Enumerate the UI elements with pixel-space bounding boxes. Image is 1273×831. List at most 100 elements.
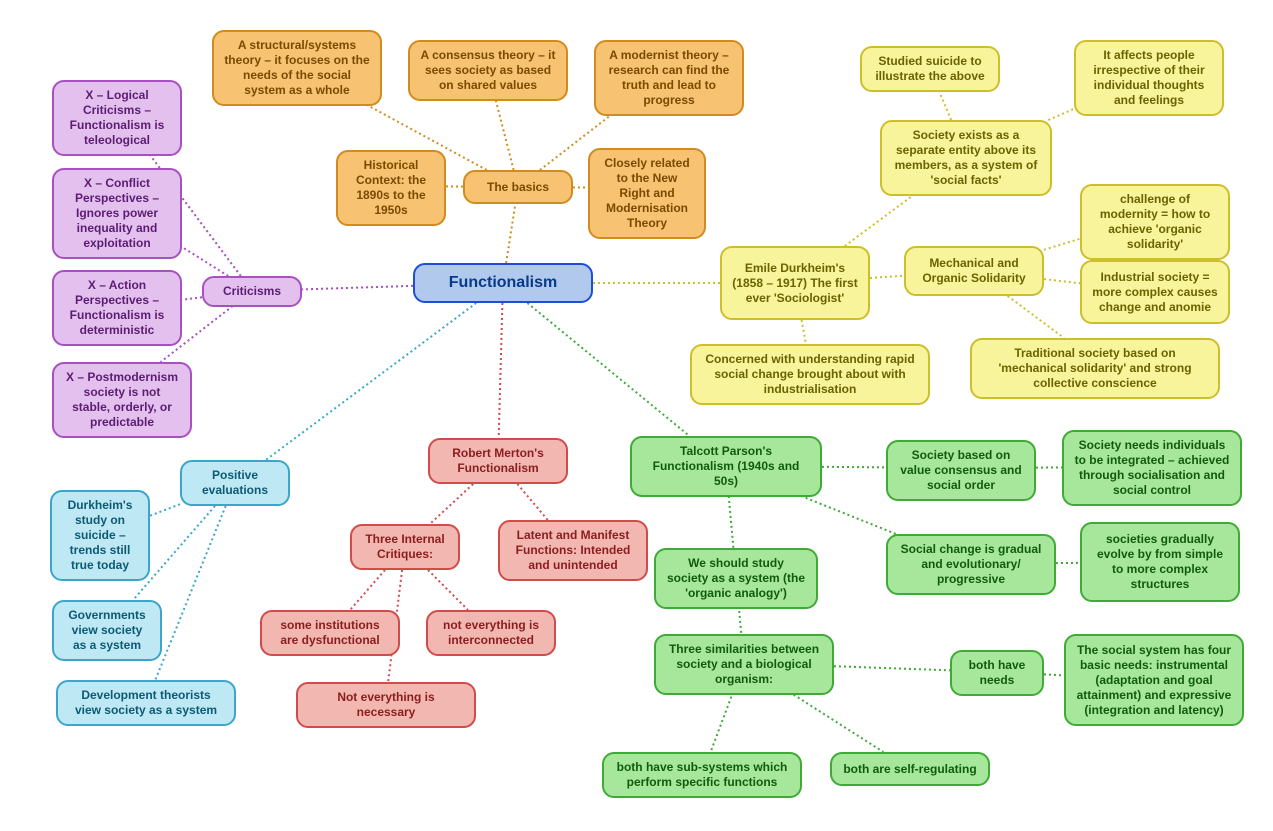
node-label: It affects people irrespective of their … [1086, 48, 1212, 108]
node-label: Criticisms [223, 284, 281, 299]
node-label: Talcott Parson's Functionalism (1940s an… [642, 444, 810, 489]
node-d_concern: Concerned with understanding rapid socia… [690, 344, 930, 405]
node-c_act: X – Action Perspectives – Functionalism … [52, 270, 182, 346]
node-label: X – Conflict Perspectives – Ignores powe… [64, 176, 170, 251]
node-label: Society needs individuals to be integrat… [1074, 438, 1230, 498]
edge-durkheim-d_mech [870, 276, 904, 278]
edge-p_needs-p_four [1044, 674, 1064, 675]
node-label: Three Internal Critiques: [362, 532, 448, 562]
edge-p_three-p_needs [834, 666, 950, 670]
edge-merton-m_latent [517, 484, 547, 520]
node-basics: The basics [463, 170, 573, 204]
node-label: Industrial society = more complex causes… [1092, 270, 1218, 315]
node-label: Emile Durkheim's (1858 – 1917) The first… [732, 261, 858, 306]
edge-crit-c_act [182, 297, 202, 300]
edge-root-basics [506, 204, 515, 263]
edge-d_mech-d_chal [1044, 239, 1080, 250]
node-p_integ: Society needs individuals to be integrat… [1062, 430, 1242, 506]
edge-parsons-p_value [822, 467, 886, 468]
node-durkheim: Emile Durkheim's (1858 – 1917) The first… [720, 246, 870, 320]
node-p_change: Social change is gradual and evolutionar… [886, 534, 1056, 595]
node-d_affects: It affects people irrespective of their … [1074, 40, 1224, 116]
edge-basics-b2 [496, 100, 514, 170]
node-d_trad: Traditional society based on 'mechanical… [970, 338, 1220, 399]
edge-crit-c_conf [177, 244, 228, 276]
node-parsons: Talcott Parson's Functionalism (1940s an… [630, 436, 822, 497]
edge-p_study-p_three [739, 606, 742, 634]
node-pos_suicide: Durkheim's study on suicide – trends sti… [50, 490, 150, 581]
node-label: not everything is interconnected [438, 618, 544, 648]
node-p_value: Society based on value consensus and soc… [886, 440, 1036, 501]
node-label: Governments view society as a system [64, 608, 150, 653]
node-label: We should study society as a system (the… [666, 556, 806, 601]
node-label: Society based on value consensus and soc… [898, 448, 1024, 493]
node-c_log: X – Logical Criticisms – Functionalism i… [52, 80, 182, 156]
edge-durkheim-d_concern [802, 320, 806, 344]
node-c_conf: X – Conflict Perspectives – Ignores powe… [52, 168, 182, 259]
edge-m_critiques-m_inter [428, 570, 468, 610]
edge-durkheim-d_facts [845, 192, 918, 246]
node-d_facts: Society exists as a separate entity abov… [880, 120, 1052, 196]
node-label: A consensus theory – it sees society as … [420, 48, 556, 93]
node-label: Latent and Manifest Functions: Intended … [510, 528, 636, 573]
edge-d_mech-d_ind [1044, 279, 1080, 283]
node-p_three: Three similarities between society and a… [654, 634, 834, 695]
edge-pos-pos_suicide [150, 504, 180, 516]
node-m_inter: not everything is interconnected [426, 610, 556, 656]
edge-merton-m_critiques [430, 484, 473, 524]
node-label: Historical Context: the 1890s to the 195… [348, 158, 434, 218]
node-pos_gov: Governments view society as a system [52, 600, 162, 661]
node-label: Three similarities between society and a… [666, 642, 822, 687]
node-label: Traditional society based on 'mechanical… [982, 346, 1208, 391]
node-label: challenge of modernity = how to achieve … [1092, 192, 1218, 252]
edge-d_mech-d_trad [1008, 296, 1064, 338]
edge-parsons-p_change [801, 496, 896, 534]
node-label: The basics [487, 180, 549, 195]
node-pos: Positive evaluations [180, 460, 290, 506]
node-p_selfreg: both are self-regulating [830, 752, 990, 786]
node-d_chal: challenge of modernity = how to achieve … [1080, 184, 1230, 260]
edge-pos-pos_dev [155, 506, 225, 680]
node-p_four: The social system has four basic needs: … [1064, 634, 1244, 726]
node-b5: Closely related to the New Right and Mod… [588, 148, 706, 239]
node-crit: Criticisms [202, 276, 302, 307]
edge-d_facts-d_suicide [940, 92, 952, 120]
node-label: societies gradually evolve by from simpl… [1092, 532, 1228, 592]
mindmap-stage: Functionalism The basics A structural/syst… [0, 0, 1273, 831]
edge-d_facts-d_affects [1048, 109, 1074, 120]
edge-root-merton [499, 303, 503, 438]
node-p_evolve: societies gradually evolve by from simpl… [1080, 522, 1240, 602]
node-m_nec: Not everything is necessary [296, 682, 476, 728]
node-m_critiques: Three Internal Critiques: [350, 524, 460, 570]
node-label: Durkheim's study on suicide – trends sti… [62, 498, 138, 573]
node-b3: A modernist theory – research can find t… [594, 40, 744, 116]
node-label: Positive evaluations [192, 468, 278, 498]
node-label: Not everything is necessary [308, 690, 464, 720]
node-m_latent: Latent and Manifest Functions: Intended … [498, 520, 648, 581]
node-label: A modernist theory – research can find t… [606, 48, 732, 108]
node-label: both have needs [962, 658, 1032, 688]
node-b1: A structural/systems theory – it focuses… [212, 30, 382, 106]
node-label: X – Postmodernism society is not stable,… [64, 370, 180, 430]
node-p_sub: both have sub-systems which perform spec… [602, 752, 802, 798]
edge-root-parsons [527, 303, 689, 436]
node-merton: Robert Merton's Functionalism [428, 438, 568, 484]
node-c_post: X – Postmodernism society is not stable,… [52, 362, 192, 438]
node-label: Robert Merton's Functionalism [440, 446, 556, 476]
node-label: The social system has four basic needs: … [1076, 643, 1232, 718]
node-p_needs: both have needs [950, 650, 1044, 696]
node-pos_dev: Development theorists view society as a … [56, 680, 236, 726]
node-label: some institutions are dysfunctional [272, 618, 388, 648]
node-label: Society exists as a separate entity abov… [892, 128, 1040, 188]
node-label: Concerned with understanding rapid socia… [702, 352, 918, 397]
node-label: both have sub-systems which perform spec… [614, 760, 790, 790]
node-label: Social change is gradual and evolutionar… [898, 542, 1044, 587]
node-d_suicide: Studied suicide to illustrate the above [860, 46, 1000, 92]
node-label: Mechanical and Organic Solidarity [916, 256, 1032, 286]
node-p_study: We should study society as a system (the… [654, 548, 818, 609]
node-label: A structural/systems theory – it focuses… [224, 38, 370, 98]
node-label: both are self-regulating [843, 762, 976, 777]
node-label: Closely related to the New Right and Mod… [600, 156, 694, 231]
node-m_dys: some institutions are dysfunctional [260, 610, 400, 656]
node-root: Functionalism [413, 263, 593, 303]
